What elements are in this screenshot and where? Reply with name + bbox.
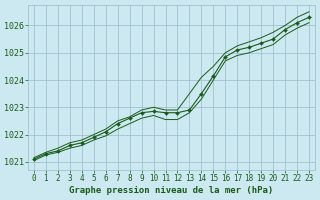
X-axis label: Graphe pression niveau de la mer (hPa): Graphe pression niveau de la mer (hPa) (69, 186, 274, 195)
